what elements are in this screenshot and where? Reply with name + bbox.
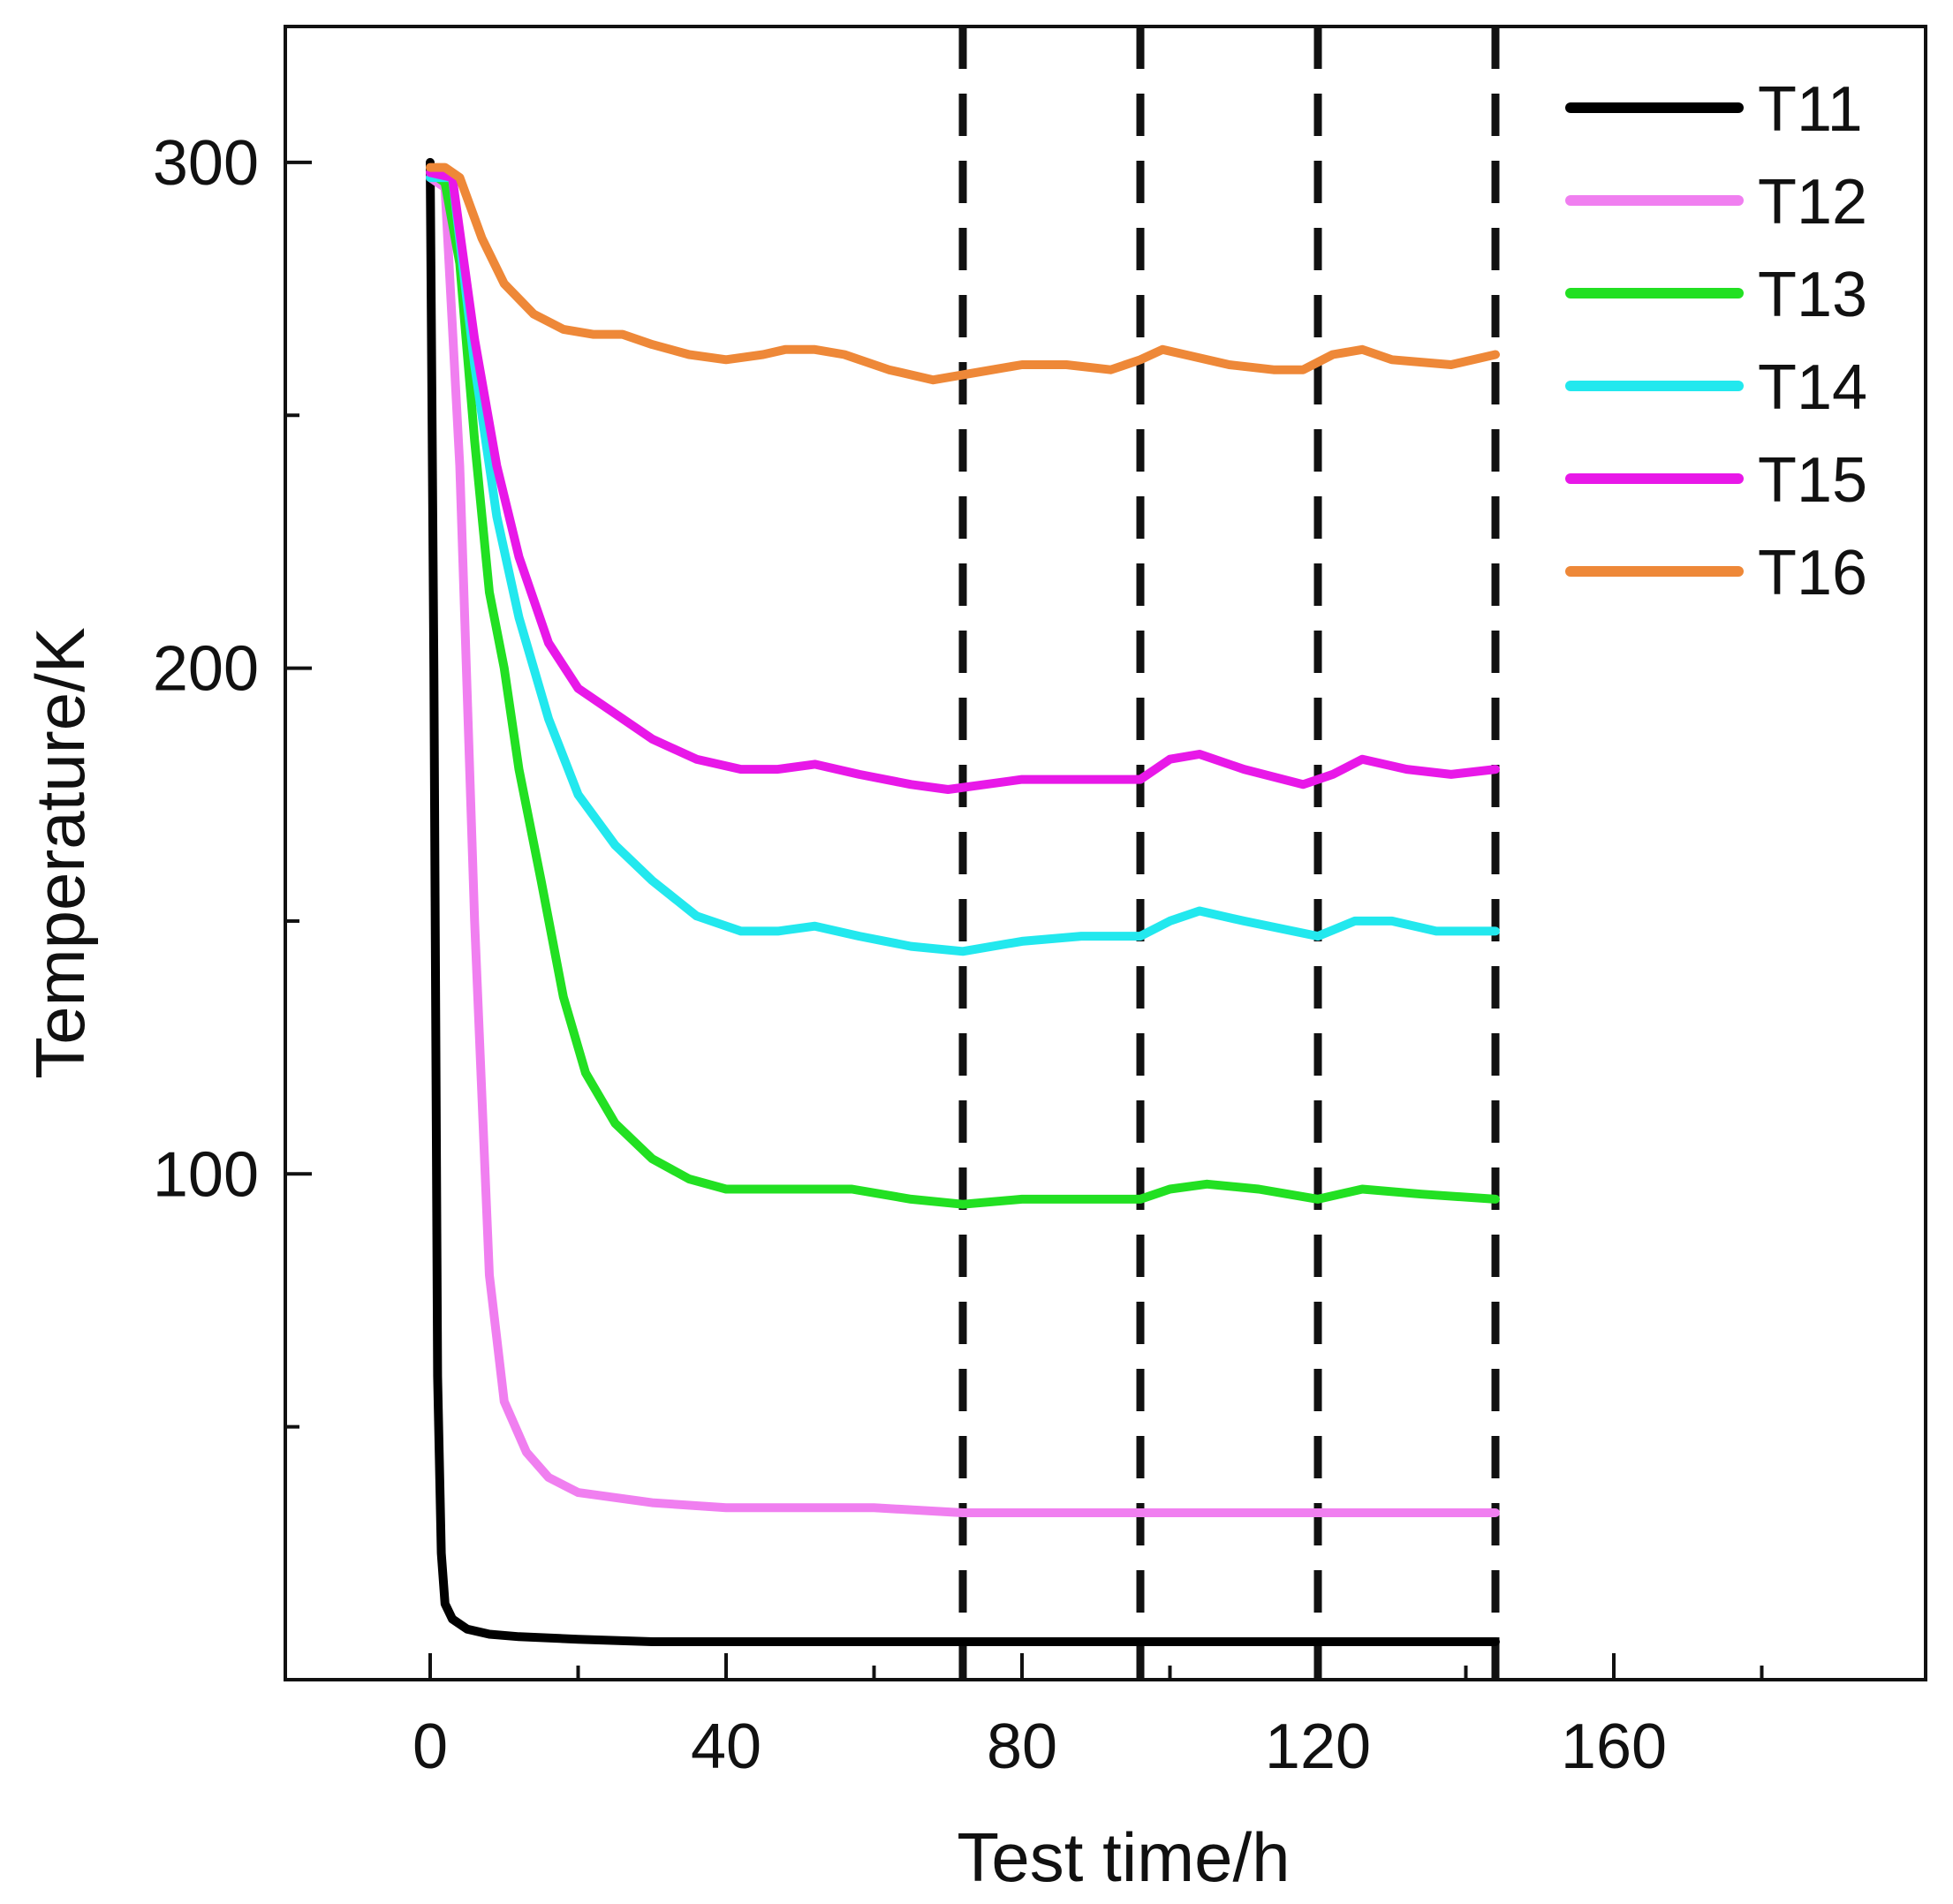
series-line-t15 xyxy=(426,168,1500,794)
y-axis-title: Temperature/K xyxy=(21,627,99,1079)
y-tick-label-300: 300 xyxy=(153,128,259,199)
x-tick-label-40: 40 xyxy=(691,1711,761,1782)
legend-label-t15: T15 xyxy=(1758,445,1867,516)
y-tick-label-100: 100 xyxy=(153,1139,259,1210)
legend-label-t13: T13 xyxy=(1758,260,1867,330)
legend-label-t14: T14 xyxy=(1758,352,1867,423)
series-line-t14 xyxy=(426,173,1500,956)
legend-label-t16: T16 xyxy=(1758,538,1867,608)
plot-area-frame xyxy=(284,25,1927,1681)
y-tick-label-200: 200 xyxy=(153,634,259,705)
x-axis-title: Test time/h xyxy=(957,1818,1290,1896)
legend-label-t11: T11 xyxy=(1758,74,1863,145)
x-tick-label-120: 120 xyxy=(1265,1711,1371,1782)
x-tick-label-160: 160 xyxy=(1561,1711,1667,1782)
x-tick-label-0: 0 xyxy=(413,1711,448,1782)
legend-label-t12: T12 xyxy=(1758,167,1867,238)
series-line-t12 xyxy=(426,173,1500,1517)
series-line-t16 xyxy=(426,162,1500,385)
x-tick-label-80: 80 xyxy=(987,1711,1057,1782)
series-line-t11 xyxy=(426,157,1500,1646)
series-line-t13 xyxy=(426,168,1500,1209)
legend: T11 T12 T13 T14 T15 T16 xyxy=(1565,74,1867,608)
